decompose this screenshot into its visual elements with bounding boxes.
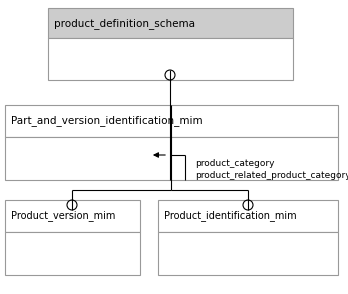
Bar bbox=[5, 200, 140, 231]
Bar bbox=[158, 200, 338, 231]
Bar bbox=[48, 8, 293, 38]
Bar bbox=[5, 231, 140, 275]
Text: Part_and_version_identification_mim: Part_and_version_identification_mim bbox=[11, 115, 203, 126]
Bar bbox=[5, 136, 338, 180]
Text: product_related_product_category: product_related_product_category bbox=[195, 171, 348, 180]
Text: product_definition_schema: product_definition_schema bbox=[54, 18, 195, 29]
Bar bbox=[48, 38, 293, 80]
Text: Product_identification_mim: Product_identification_mim bbox=[164, 210, 296, 221]
Bar bbox=[158, 231, 338, 275]
Text: product_category: product_category bbox=[195, 158, 275, 168]
Bar bbox=[5, 105, 338, 136]
Text: Product_version_mim: Product_version_mim bbox=[11, 210, 116, 221]
